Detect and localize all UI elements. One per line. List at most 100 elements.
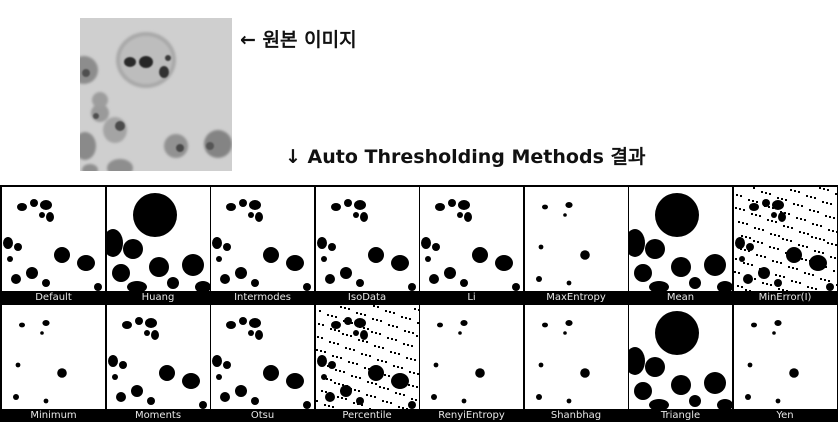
noise-speck xyxy=(403,381,406,383)
nucleus-blob xyxy=(645,239,665,259)
noise-speck xyxy=(754,214,757,216)
noise-speck xyxy=(385,401,388,403)
nucleus-blob xyxy=(579,368,590,378)
noise-speck xyxy=(741,222,744,224)
noise-speck xyxy=(759,255,762,257)
noise-speck xyxy=(789,240,792,242)
noise-speck xyxy=(742,262,745,264)
nucleus-blob xyxy=(535,276,542,282)
noise-speck xyxy=(349,388,352,390)
noise-speck xyxy=(394,339,397,341)
nucleus-blob xyxy=(249,318,261,328)
noise-speck xyxy=(747,199,750,201)
noise-speck xyxy=(835,231,837,233)
noise-speck xyxy=(832,217,835,219)
noise-speck xyxy=(737,272,740,274)
noise-speck xyxy=(757,228,760,230)
threshold-result-image xyxy=(524,187,628,291)
noise-speck xyxy=(338,370,341,372)
noise-speck xyxy=(366,328,369,330)
noise-speck xyxy=(819,278,822,280)
nucleus-blob xyxy=(324,392,335,402)
noise-speck xyxy=(405,357,408,359)
noise-speck xyxy=(383,374,386,376)
nucleus-blob xyxy=(181,254,204,276)
noise-speck xyxy=(352,402,355,404)
noise-speck xyxy=(400,367,403,369)
noise-speck xyxy=(816,211,819,213)
noise-speck xyxy=(823,279,826,281)
noise-speck xyxy=(810,287,813,289)
noise-speck xyxy=(766,219,769,221)
nucleus-blob xyxy=(541,322,548,328)
threshold-result-image xyxy=(629,305,732,409)
nucleus-blob xyxy=(562,213,567,217)
noise-speck xyxy=(752,240,755,242)
threshold-result-image xyxy=(2,187,105,291)
nucleus-blob xyxy=(437,322,443,328)
noise-speck xyxy=(798,282,801,284)
noise-speck xyxy=(316,336,319,338)
nucleus-blob xyxy=(689,395,701,407)
noise-speck xyxy=(803,219,806,221)
noise-speck xyxy=(801,245,804,247)
noise-speck xyxy=(739,248,742,250)
noise-speck xyxy=(821,252,824,254)
methods-heading: ↓ Auto Thresholding Methods 결과 xyxy=(285,146,646,168)
nucleus-blob xyxy=(316,355,327,367)
noise-speck xyxy=(382,387,385,389)
noise-speck xyxy=(815,224,818,226)
nucleus-blob xyxy=(122,239,143,259)
noise-speck xyxy=(411,385,414,387)
noise-speck xyxy=(408,318,411,320)
nucleus-blob xyxy=(671,257,691,277)
noise-speck xyxy=(336,343,339,345)
noise-speck xyxy=(789,189,792,191)
noise-speck xyxy=(766,270,769,272)
noise-speck xyxy=(398,393,401,395)
method-label: Minimum xyxy=(2,409,105,422)
noise-speck xyxy=(819,225,822,227)
noise-speck xyxy=(395,326,398,328)
noise-speck xyxy=(753,227,756,229)
threshold-cell: Triangle xyxy=(629,305,732,422)
noise-speck xyxy=(366,381,369,383)
noise-speck xyxy=(792,203,795,205)
threshold-cell: MinError(I) xyxy=(733,187,837,304)
nucleus-blob xyxy=(7,256,13,262)
noise-speck xyxy=(808,209,811,211)
noise-speck xyxy=(373,396,376,398)
noise-speck xyxy=(325,378,328,380)
method-label: IsoData xyxy=(315,291,419,304)
nucleus-blob xyxy=(303,401,311,409)
nucleus-blob xyxy=(460,320,468,326)
noise-speck xyxy=(748,237,751,239)
noise-speck xyxy=(752,187,755,189)
noise-speck xyxy=(827,229,830,231)
noise-speck xyxy=(760,242,763,244)
noise-speck xyxy=(334,369,337,371)
nucleus-blob xyxy=(212,355,222,367)
noise-speck xyxy=(347,308,350,310)
noise-speck xyxy=(337,330,340,332)
nucleus-blob xyxy=(747,362,752,368)
noise-speck xyxy=(345,334,348,336)
threshold-result-image xyxy=(315,187,419,291)
noise-speck xyxy=(744,289,747,291)
noise-speck xyxy=(826,189,829,191)
nucleus-blob xyxy=(579,250,590,260)
noise-speck xyxy=(734,207,737,209)
method-label: Huang xyxy=(106,291,210,304)
nucleus-blob xyxy=(121,321,132,329)
nucleus-blob xyxy=(390,255,409,271)
noise-speck xyxy=(371,369,374,371)
noise-speck xyxy=(818,187,821,189)
noise-speck xyxy=(743,249,746,251)
nucleus-blob xyxy=(46,212,54,222)
noise-speck xyxy=(358,377,361,379)
noise-speck xyxy=(376,359,379,361)
noise-speck xyxy=(399,380,402,382)
noise-speck xyxy=(322,364,325,366)
noise-speck xyxy=(813,250,816,252)
noise-speck xyxy=(315,349,318,351)
